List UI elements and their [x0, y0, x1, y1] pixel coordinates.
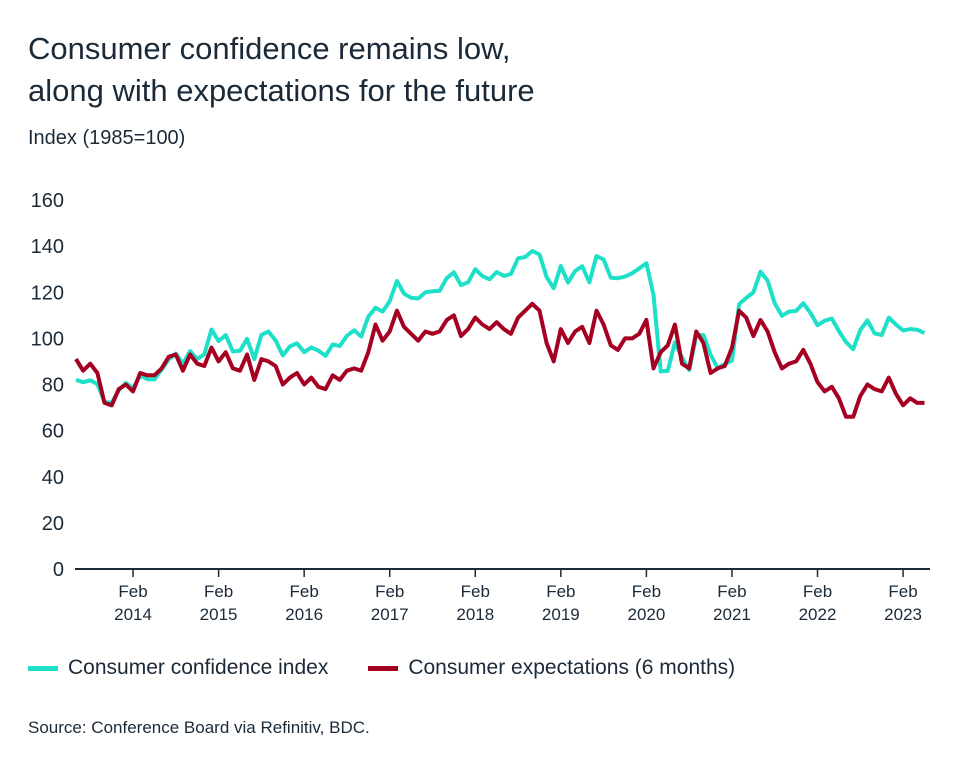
y-tick-label: 160 — [31, 190, 64, 212]
x-tick-month: Feb — [375, 582, 404, 601]
series-line-consumer-confidence — [75, 249, 926, 405]
legend-item-expectations: Consumer expectations (6 months) — [368, 656, 735, 680]
x-tick-year: 2021 — [713, 605, 751, 624]
x-tick-month: Feb — [204, 582, 233, 601]
x-tick-year: 2014 — [114, 605, 152, 624]
x-tick-month: Feb — [888, 582, 917, 601]
legend-label-expectations: Consumer expectations (6 months) — [408, 656, 736, 679]
x-tick-month: Feb — [290, 582, 319, 601]
y-tick-label: 40 — [42, 467, 64, 489]
title-line-2: along with expectations for the future — [28, 73, 535, 108]
chart-subtitle: Index (1985=100) — [28, 127, 186, 149]
x-tick-month: Feb — [461, 582, 490, 601]
x-tick-year: 2016 — [285, 605, 323, 624]
source-note: Source: Conference Board via Refinitiv, … — [28, 718, 370, 737]
y-tick-label: 80 — [42, 375, 64, 397]
y-tick-label: 120 — [31, 282, 64, 304]
x-tick-year: 2017 — [371, 605, 409, 624]
chart-title: Consumer confidence remains low, along w… — [28, 28, 535, 112]
y-tick-label: 60 — [42, 421, 64, 443]
y-tick-label: 0 — [53, 559, 64, 581]
y-tick-label: 20 — [42, 513, 64, 535]
y-tick-label: 140 — [31, 236, 64, 258]
series-line-consumer-expectations — [74, 301, 925, 419]
x-tick-month: Feb — [118, 582, 147, 601]
x-tick-month: Feb — [803, 582, 832, 601]
x-tick-year: 2022 — [799, 605, 837, 624]
legend-swatch-expectations — [368, 665, 399, 671]
legend-swatch-confidence — [28, 665, 58, 671]
title-line-1: Consumer confidence remains low, — [28, 31, 511, 66]
x-tick-year: 2023 — [884, 605, 922, 624]
x-tick-year: 2020 — [627, 605, 665, 624]
x-tick-month: Feb — [546, 582, 575, 601]
x-tick-year: 2019 — [542, 605, 580, 624]
x-tick-year: 2015 — [200, 605, 238, 624]
x-tick-year: 2018 — [456, 605, 494, 624]
legend: Consumer confidence index Consumer expec… — [28, 656, 735, 680]
x-tick-month: Feb — [717, 582, 746, 601]
legend-label-confidence: Consumer confidence index — [68, 656, 329, 679]
x-tick-month: Feb — [632, 582, 661, 601]
legend-item-confidence: Consumer confidence index — [28, 656, 328, 680]
y-tick-label: 100 — [31, 328, 64, 350]
